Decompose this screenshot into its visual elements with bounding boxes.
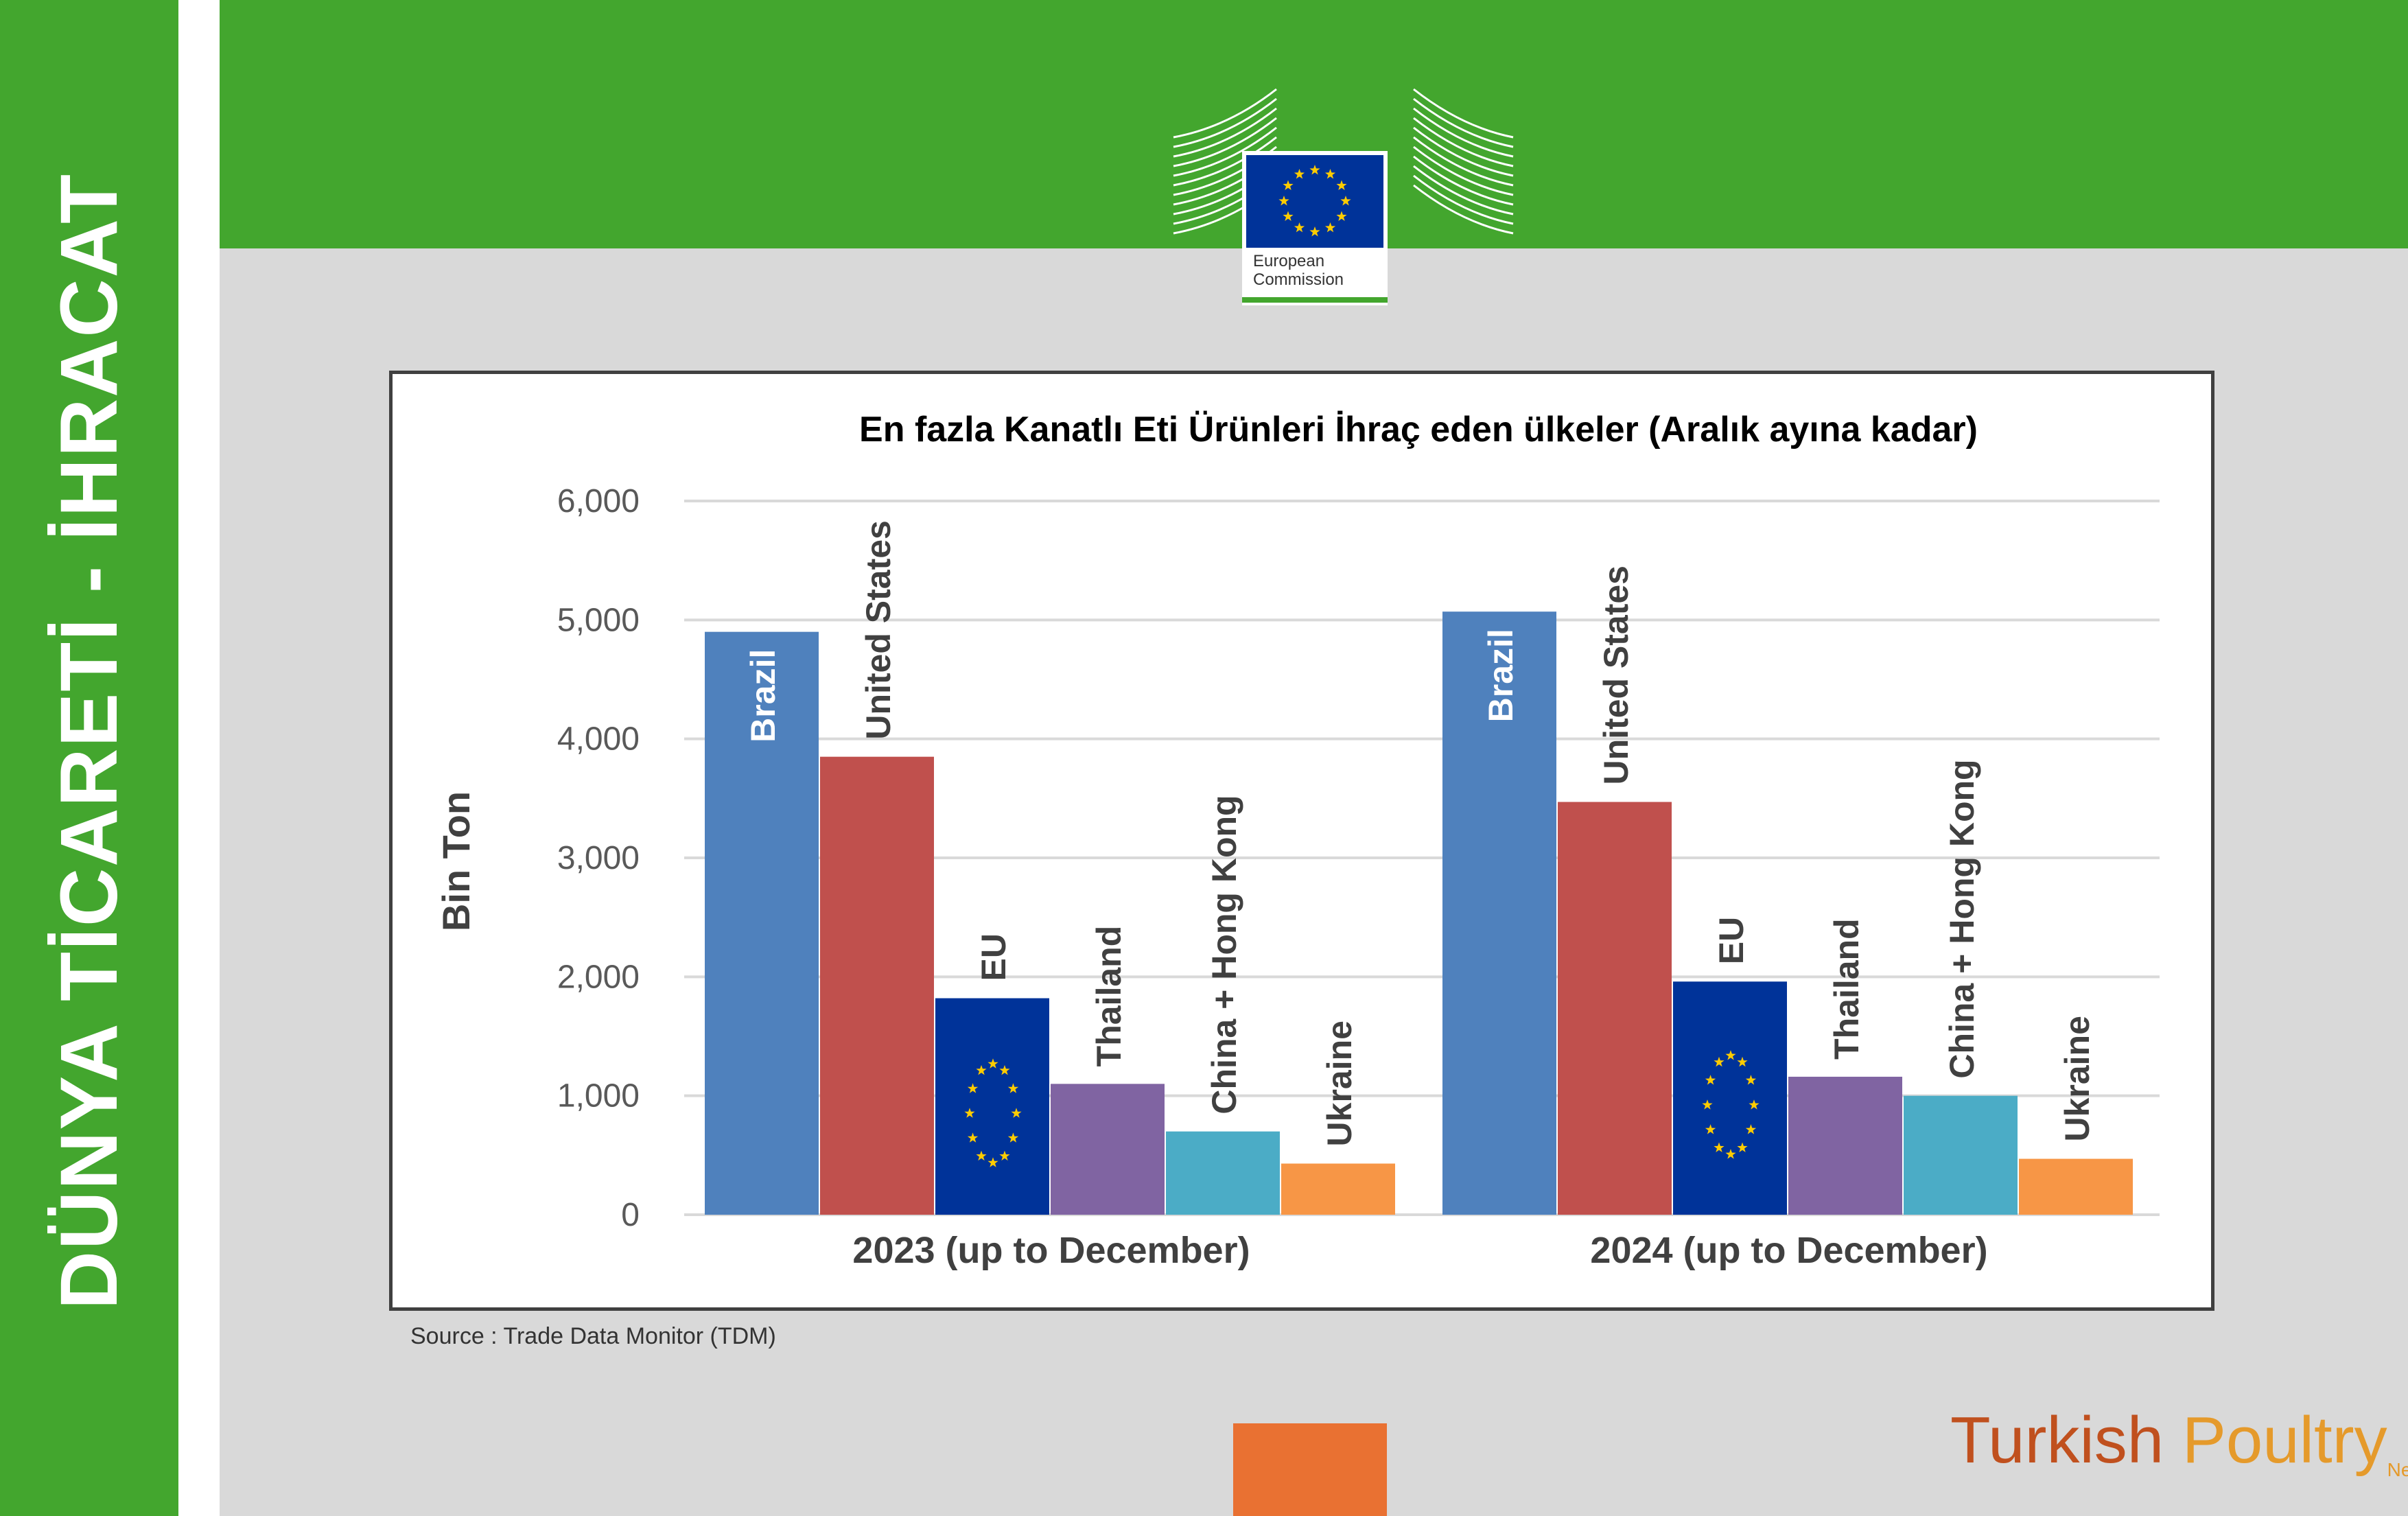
eu-star-icon <box>1007 1083 1019 1093</box>
bar-china-hong-kong-0 <box>1166 1131 1280 1215</box>
eu-star-icon <box>1714 1142 1725 1152</box>
source-note: Source : Trade Data Monitor (TDM) <box>410 1323 776 1349</box>
star-icon <box>1283 180 1294 190</box>
side-title: DÜNYA TİCARETİ - İHRACAT <box>44 172 135 1310</box>
star-icon <box>1309 165 1320 175</box>
eu-star-icon <box>1011 1108 1022 1118</box>
eu-star-icon <box>987 1157 998 1167</box>
y-tick-label: 0 <box>621 1197 640 1233</box>
bar-label: United States <box>1597 565 1635 785</box>
bar-label: Ukraine <box>1320 1021 1359 1146</box>
bar-label: China + Hong Kong <box>1205 795 1243 1114</box>
y-tick-label: 6,000 <box>557 483 640 520</box>
star-icon <box>1294 222 1305 233</box>
star-icon <box>1278 196 1289 206</box>
bar-label: EU <box>974 933 1013 981</box>
eu-star-icon <box>987 1058 998 1069</box>
bar-label: EU <box>1712 917 1751 964</box>
eu-star-icon <box>1007 1132 1019 1143</box>
y-tick-label: 2,000 <box>557 959 640 995</box>
bar-thailand-1 <box>1788 1076 1902 1215</box>
star-icon <box>1309 226 1320 237</box>
bar-brazil-0 <box>705 631 819 1215</box>
building-lines-right <box>1413 88 1514 235</box>
eu-star-icon <box>1737 1142 1748 1152</box>
bar-united-states-0 <box>820 756 934 1215</box>
eu-star-icon <box>1702 1099 1713 1110</box>
bar-china-hong-kong-1 <box>1904 1095 2018 1215</box>
eu-star-icon <box>1725 1050 1736 1060</box>
orange-accent-box <box>1233 1423 1387 1516</box>
eu-star-icon <box>999 1064 1010 1075</box>
star-icon <box>1283 211 1294 221</box>
bar-chart: En fazla Kanatlı Eti Ürünleri İhraç eden… <box>434 410 2160 1271</box>
eu-star-icon <box>1745 1124 1757 1134</box>
eu-star-icon <box>1749 1099 1760 1110</box>
turkish-poultry-logo: Turkish PoultryNet <box>1950 1403 2408 1481</box>
brand-suffix: Net <box>2387 1459 2408 1481</box>
bar-ukraine-0 <box>1281 1163 1395 1215</box>
left-green-band <box>0 0 178 1516</box>
bar-label: China + Hong Kong <box>1943 759 1981 1078</box>
eu-star-icon <box>964 1108 975 1118</box>
bar-thailand-0 <box>1051 1084 1165 1215</box>
y-tick-label: 5,000 <box>557 602 640 638</box>
logo-line1: European <box>1253 252 1324 270</box>
eu-star-icon <box>1714 1056 1725 1067</box>
x-group-label: 2024 (up to December) <box>1590 1230 1987 1271</box>
star-icon <box>1336 180 1347 190</box>
bar-label: United States <box>859 520 898 740</box>
bar-label: Thailand <box>1090 926 1128 1067</box>
bar-label: Brazil <box>1482 629 1520 722</box>
bar-label: Ukraine <box>2058 1016 2096 1141</box>
eu-star-icon <box>1705 1075 1716 1085</box>
eu-star-icon <box>1737 1056 1748 1067</box>
eu-star-icon <box>1705 1124 1716 1134</box>
logo-line2: Commission <box>1253 270 1344 289</box>
bar-label: Thailand <box>1827 918 1866 1060</box>
eu-star-icon <box>1725 1149 1736 1159</box>
y-tick-label: 4,000 <box>557 721 640 758</box>
star-icon <box>1340 196 1351 206</box>
bar-ukraine-1 <box>2019 1158 2133 1215</box>
bar-united-states-1 <box>1558 802 1672 1215</box>
bar-eu-0 <box>935 998 1049 1215</box>
eu-star-icon <box>999 1150 1010 1161</box>
brand-part2: Poultry <box>2182 1403 2387 1477</box>
eu-star-icon <box>976 1064 987 1075</box>
eu-star-icon <box>1745 1075 1757 1085</box>
eu-star-icon <box>967 1083 979 1093</box>
star-icon <box>1324 169 1336 179</box>
y-axis-label: Bin Ton <box>434 791 478 931</box>
star-icon <box>1336 211 1347 221</box>
y-tick-label: 1,000 <box>557 1078 640 1115</box>
brand-part1: Turkish <box>1950 1403 2182 1477</box>
star-icon <box>1294 169 1305 179</box>
bar-eu-1 <box>1673 981 1787 1215</box>
y-tick-label: 3,000 <box>557 840 640 876</box>
bar-brazil-1 <box>1442 611 1556 1215</box>
star-icon <box>1324 222 1336 233</box>
chart-frame: En fazla Kanatlı Eti Ürünleri İhraç eden… <box>389 371 2214 1311</box>
eu-star-icon <box>967 1132 979 1143</box>
x-group-label: 2023 (up to December) <box>852 1230 1250 1271</box>
white-stripe <box>178 0 220 1516</box>
european-commission-logo: European Commission <box>1167 75 1523 309</box>
chart-title: En fazla Kanatlı Eti Ürünleri İhraç eden… <box>859 410 1978 450</box>
eu-star-icon <box>976 1150 987 1161</box>
bar-label: Brazil <box>744 649 782 743</box>
